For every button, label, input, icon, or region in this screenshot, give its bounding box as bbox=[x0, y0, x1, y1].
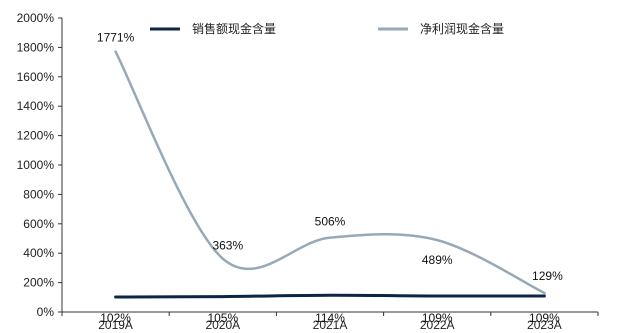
legend-label-sales-cash: 销售额现金含量 bbox=[192, 21, 276, 36]
y-tick-label: 400% bbox=[23, 246, 54, 260]
x-tick-label: 2019A bbox=[98, 318, 133, 332]
data-label-sales-cash: 114% bbox=[315, 311, 345, 325]
data-label-profit-cash: 1771% bbox=[97, 31, 135, 45]
data-label-sales-cash: 105% bbox=[207, 311, 238, 325]
data-labels: 102% 105% 114% 109% 109% 1771% 363% 506% 489% 129… bbox=[97, 31, 563, 325]
y-tick-label: 800% bbox=[23, 187, 54, 201]
y-tick-label: 1000% bbox=[17, 158, 55, 172]
legend: 销售额现金含量 净利润现金含量 bbox=[150, 21, 504, 36]
data-label-profit-cash: 129% bbox=[532, 269, 563, 283]
legend-label-profit-cash: 净利润现金含量 bbox=[420, 21, 504, 36]
y-tick-label: 1600% bbox=[17, 70, 55, 84]
y-tick-label: 0% bbox=[37, 305, 55, 319]
y-tick-label: 1400% bbox=[17, 99, 55, 113]
y-ticks: 0% 200% 400% 600% 800% 1000% 1200% 1400% 1600% 18… bbox=[17, 11, 62, 319]
series-line-sales-cash bbox=[114, 293, 546, 299]
x-ticks: 2019A 2020A 2021A 2022A 2023A bbox=[61, 312, 599, 332]
x-tick-label: 2022A bbox=[420, 318, 455, 332]
y-tick-label: 1200% bbox=[17, 129, 55, 143]
y-tick-label: 200% bbox=[23, 276, 54, 290]
y-tick-label: 1800% bbox=[17, 40, 55, 54]
data-label-sales-cash: 109% bbox=[422, 311, 453, 325]
data-label-sales-cash: 102% bbox=[100, 311, 131, 325]
x-tick-label: 2021A bbox=[313, 318, 348, 332]
x-tick-label: 2020A bbox=[205, 318, 240, 332]
y-tick-label: 2000% bbox=[17, 11, 55, 25]
x-tick-label: 2023A bbox=[527, 318, 562, 332]
data-label-sales-cash: 109% bbox=[529, 311, 560, 325]
y-tick-label: 600% bbox=[23, 217, 54, 231]
series-line-profit-cash bbox=[114, 50, 546, 295]
data-label-profit-cash: 506% bbox=[315, 215, 346, 229]
axes bbox=[61, 18, 598, 313]
data-label-profit-cash: 489% bbox=[422, 253, 453, 267]
series-group bbox=[114, 50, 546, 299]
data-label-profit-cash: 363% bbox=[212, 239, 243, 253]
